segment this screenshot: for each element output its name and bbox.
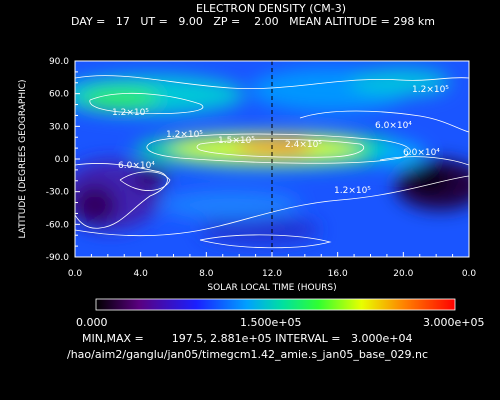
contour-label: 1.2×10⁵ — [412, 85, 449, 95]
y-tick-label: 30.0 — [49, 122, 69, 132]
colorbar-mid-label: 1.500e+05 — [240, 316, 301, 329]
x-tick-label: 4.0 — [134, 269, 149, 279]
minmax-interval-text: MIN,MAX = 197.5, 2.881e+05 INTERVAL = 3.… — [82, 332, 413, 345]
x-axis: 0.0 4.0 8.0 12.0 16.0 20.0 0.0 — [68, 252, 477, 279]
colorbar — [95, 298, 456, 311]
contour-labels: 1.2×10⁵ 1.2×10⁵ 6.0×10⁴ 1.2×10⁵ 1.5×10⁵ … — [112, 85, 449, 196]
colorbar-min-label: 0.000 — [76, 316, 108, 329]
x-tick-label: 16.0 — [328, 269, 348, 279]
contour-label: 1.2×10⁵ — [166, 130, 203, 140]
y-axis: 90.0 60.0 30.0 0.0 -30.0 -60.0 -90.0 — [46, 57, 80, 263]
x-tick-label: 8.0 — [199, 269, 214, 279]
contour-label: 1.5×10⁵ — [218, 136, 255, 146]
contour-label: 6.0×10⁴ — [375, 121, 412, 131]
y-tick-label: 0.0 — [55, 155, 70, 165]
contour-label: 6.0×10⁴ — [403, 148, 440, 158]
contour-label: 6.0×10⁴ — [118, 161, 155, 171]
contour-label: 2.4×10⁵ — [285, 140, 322, 150]
contour-label: 1.2×10⁵ — [112, 108, 149, 118]
colorbar-max-label: 3.000e+05 — [423, 316, 484, 329]
y-tick-label: 90.0 — [49, 57, 69, 67]
contour-label: 1.2×10⁵ — [334, 186, 371, 196]
x-tick-label: 12.0 — [262, 269, 282, 279]
source-file-path: /hao/aim2/ganglu/jan05/timegcm1.42_amie.… — [67, 348, 429, 361]
y-tick-label: -30.0 — [46, 188, 70, 198]
y-axis-label: LATITUDE (DEGREES GEOGRAPHIC) — [18, 79, 28, 238]
x-tick-label: 0.0 — [462, 269, 477, 279]
chart-subtitle: DAY = 17 UT = 9.00 ZP = 2.00 MEAN ALTITU… — [71, 15, 435, 28]
x-tick-label: 20.0 — [393, 269, 413, 279]
contour-lines — [75, 75, 469, 249]
chart-title: ELECTRON DENSITY (CM-3) — [196, 2, 346, 15]
x-tick-label: 0.0 — [68, 269, 83, 279]
x-axis-label: SOLAR LOCAL TIME (HOURS) — [207, 283, 336, 293]
y-tick-label: -60.0 — [46, 220, 70, 230]
y-tick-label: 60.0 — [49, 90, 69, 100]
y-tick-label: -90.0 — [46, 253, 70, 263]
